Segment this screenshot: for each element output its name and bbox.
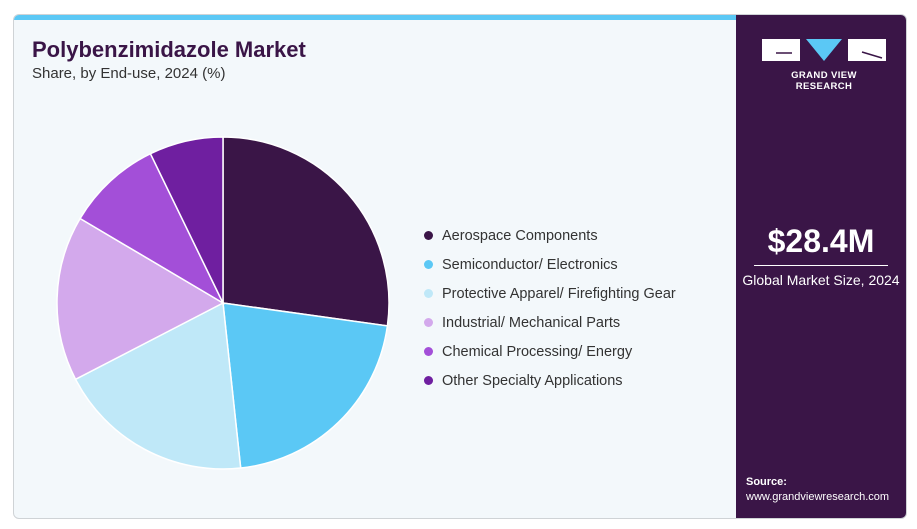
legend-label: Protective Apparel/ Firefighting Gear [442, 285, 676, 302]
legend-item: Chemical Processing/ Energy [424, 337, 676, 366]
legend-item: Aerospace Components [424, 221, 676, 250]
legend-item: Other Specialty Applications [424, 366, 676, 395]
legend-label: Semiconductor/ Electronics [442, 256, 618, 273]
brand-name: GRAND VIEW RESEARCH [791, 70, 857, 92]
divider [754, 265, 888, 266]
legend-swatch [424, 376, 433, 385]
legend-label: Chemical Processing/ Energy [442, 343, 633, 360]
pie-chart [56, 136, 390, 470]
logo-icon [762, 39, 886, 61]
legend: Aerospace Components Semiconductor/ Elect… [424, 221, 676, 395]
legend-swatch [424, 347, 433, 356]
legend-label: Other Specialty Applications [442, 372, 623, 389]
legend-swatch [424, 318, 433, 327]
pie-slice-3 [56, 217, 225, 381]
pie-slice-0 [222, 136, 390, 327]
pie-slice-4 [79, 152, 225, 305]
source: Source: www.grandviewresearch.com [746, 475, 889, 505]
source-label: Source: [746, 476, 787, 488]
market-size-value: $28.4M [767, 223, 875, 259]
legend-swatch [424, 260, 433, 269]
side-panel: GRAND VIEW RESEARCH $28.4M Global Market… [736, 15, 906, 518]
chart-subtitle: Share, by End-use, 2024 (%) [32, 65, 226, 82]
chart-title: Polybenzimidazole Market [32, 37, 306, 62]
legend-item: Industrial/ Mechanical Parts [424, 308, 676, 337]
legend-swatch [424, 231, 433, 240]
pie-slice-2 [74, 301, 242, 470]
pie-slice-1 [222, 302, 389, 469]
legend-label: Industrial/ Mechanical Parts [442, 314, 621, 331]
accent-bar [14, 15, 736, 20]
source-url: www.grandviewresearch.com [746, 491, 890, 503]
gvr-logo: GRAND VIEW RESEARCH [762, 39, 886, 92]
legend-label: Aerospace Components [442, 227, 598, 244]
legend-item: Protective Apparel/ Firefighting Gear [424, 279, 676, 308]
legend-swatch [424, 289, 433, 298]
chart-card: Polybenzimidazole Market Share, by End-u… [13, 14, 907, 519]
market-size-caption: Global Market Size, 2024 [742, 272, 900, 288]
legend-item: Semiconductor/ Electronics [424, 250, 676, 279]
pie-slice-5 [149, 136, 224, 304]
